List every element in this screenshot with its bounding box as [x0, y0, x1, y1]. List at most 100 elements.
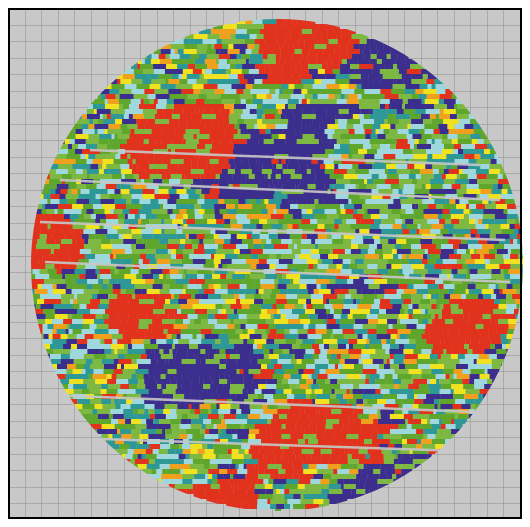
die [233, 44, 248, 49]
die [149, 99, 154, 104]
die [94, 329, 109, 334]
die [278, 159, 282, 164]
die [176, 254, 184, 259]
die [159, 294, 172, 299]
die [495, 284, 499, 289]
die [423, 84, 428, 89]
die [315, 309, 326, 314]
die [281, 69, 295, 74]
die [269, 439, 275, 444]
die [204, 89, 215, 94]
die [317, 469, 327, 474]
die [399, 334, 408, 339]
die [283, 44, 289, 49]
die [112, 139, 127, 144]
die [299, 74, 312, 79]
die [186, 74, 200, 79]
die [86, 304, 99, 309]
die [390, 194, 400, 199]
die [303, 494, 316, 499]
die [200, 434, 205, 439]
die [168, 359, 182, 364]
die [117, 429, 121, 434]
die [149, 304, 156, 309]
die [493, 289, 500, 294]
die [282, 89, 294, 94]
die [416, 429, 424, 434]
die [256, 94, 267, 99]
die [274, 319, 289, 324]
die [192, 484, 197, 489]
die [330, 454, 340, 459]
die [291, 429, 295, 434]
die [403, 429, 417, 434]
die [83, 354, 94, 359]
die [421, 259, 428, 264]
die [79, 249, 91, 254]
die [442, 329, 449, 334]
die [408, 304, 413, 309]
die [285, 59, 300, 64]
die [383, 394, 398, 399]
die [251, 234, 260, 239]
die [208, 354, 214, 359]
die [170, 444, 180, 449]
die [93, 209, 105, 214]
die [178, 389, 191, 394]
die [213, 369, 226, 374]
die [240, 424, 245, 429]
die [244, 39, 255, 44]
die [303, 354, 313, 359]
die [228, 249, 234, 254]
die [223, 59, 227, 64]
die [164, 344, 172, 349]
die [160, 49, 171, 54]
die [195, 154, 200, 159]
die [260, 284, 275, 289]
die [149, 444, 161, 449]
die [94, 404, 103, 409]
die [374, 119, 385, 124]
die [285, 159, 289, 164]
die [267, 399, 275, 404]
die [275, 89, 280, 94]
die [437, 324, 441, 329]
die [344, 449, 349, 454]
die [300, 414, 309, 419]
die [347, 149, 350, 154]
die [470, 119, 483, 124]
die [354, 204, 363, 209]
die [312, 119, 323, 124]
die [362, 394, 374, 399]
die [62, 179, 66, 184]
die [229, 194, 234, 199]
die [42, 254, 50, 259]
die [110, 354, 118, 359]
die [244, 119, 258, 124]
die [120, 189, 130, 194]
die [112, 224, 122, 229]
die [464, 324, 476, 329]
die [373, 64, 385, 69]
die [200, 294, 209, 299]
die [69, 259, 79, 264]
die [133, 94, 148, 99]
die [275, 324, 290, 329]
die [324, 169, 334, 174]
die [107, 429, 118, 434]
die [508, 269, 519, 274]
die [349, 469, 359, 474]
die [210, 29, 224, 34]
die [521, 274, 523, 279]
die [418, 364, 430, 369]
die [193, 249, 205, 254]
die [138, 324, 149, 329]
die [515, 299, 523, 304]
die [35, 209, 42, 214]
die [300, 499, 314, 504]
die [403, 299, 412, 304]
die [352, 164, 359, 169]
die [238, 144, 249, 149]
die [473, 359, 477, 364]
die [163, 204, 177, 209]
